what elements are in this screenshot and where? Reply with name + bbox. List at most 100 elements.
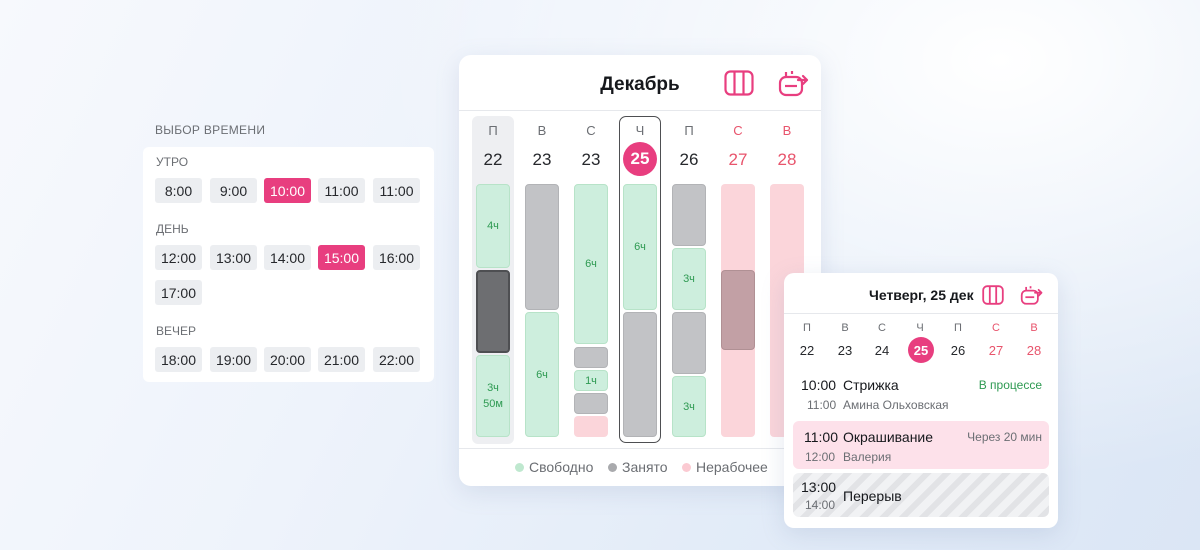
today-day-number[interactable]: 25 bbox=[908, 337, 934, 363]
weekday-label: С bbox=[586, 123, 596, 138]
time-slot[interactable]: 20:00 bbox=[264, 347, 311, 372]
day-number[interactable]: 23 bbox=[532, 150, 552, 169]
free-block[interactable]: 6ч bbox=[623, 184, 657, 310]
busy-block[interactable] bbox=[672, 184, 706, 246]
weekday-label-weekend: С bbox=[992, 322, 1000, 334]
non-working-block bbox=[574, 416, 608, 437]
time-picker-title: ВЫБОР ВРЕМЕНИ bbox=[155, 123, 266, 137]
day-number[interactable]: 23 bbox=[581, 150, 601, 169]
time-slot[interactable]: 16:00 bbox=[373, 245, 420, 270]
event-start-time: 10:00 bbox=[801, 377, 837, 393]
event-start-time: 11:00 bbox=[804, 429, 838, 445]
free-block[interactable]: 6ч bbox=[525, 312, 559, 437]
weekday-label: П bbox=[684, 123, 694, 138]
day-number[interactable]: 26 bbox=[950, 343, 966, 358]
event-client: Амина Ольховская bbox=[843, 398, 949, 412]
time-slot-selected[interactable]: 10:00 bbox=[264, 178, 311, 203]
break-item[interactable]: 13:00 14:00 Перерыв bbox=[793, 473, 1049, 517]
busy-block[interactable] bbox=[574, 347, 608, 368]
divider bbox=[784, 313, 1058, 314]
time-slot[interactable]: 9:00 bbox=[210, 178, 257, 203]
divider bbox=[459, 110, 821, 111]
day-schedule-card: Четверг, 25 дек П В С Ч П С В 22 23 24 2… bbox=[784, 273, 1058, 528]
weekday-label-weekend: С bbox=[733, 123, 743, 138]
weekday-label-weekend: В bbox=[1030, 322, 1038, 334]
event-end-time: 11:00 bbox=[807, 398, 837, 412]
time-slot[interactable]: 13:00 bbox=[210, 245, 257, 270]
legend-busy-label: Занято bbox=[622, 459, 668, 475]
weekday-label: В bbox=[841, 322, 849, 334]
legend-free: Свободно bbox=[515, 459, 593, 475]
weekday-label: Ч bbox=[635, 123, 645, 138]
busy-block[interactable] bbox=[672, 312, 706, 374]
today-day-number[interactable]: 25 bbox=[623, 142, 657, 176]
weekday-label: В bbox=[537, 123, 547, 138]
today-column[interactable] bbox=[619, 116, 661, 443]
free-block[interactable]: 6ч bbox=[574, 184, 608, 344]
section-evening-label: ВЕЧЕР bbox=[156, 324, 197, 338]
event-title: Стрижка bbox=[843, 377, 899, 393]
busy-block[interactable] bbox=[574, 393, 608, 414]
status-badge: Через 20 мин bbox=[967, 430, 1042, 444]
divider bbox=[459, 448, 821, 449]
free-block[interactable]: 3ч 50м bbox=[476, 355, 510, 437]
columns-view-icon[interactable] bbox=[981, 284, 1005, 306]
day-number-weekend[interactable]: 28 bbox=[1026, 343, 1042, 358]
day-number[interactable]: 26 bbox=[679, 150, 699, 169]
selected-busy-block[interactable] bbox=[476, 270, 510, 353]
time-slot[interactable]: 8:00 bbox=[155, 178, 202, 203]
calendar-export-icon[interactable] bbox=[777, 67, 811, 99]
block-label: 50м bbox=[483, 398, 503, 410]
day-number[interactable]: 24 bbox=[874, 343, 890, 358]
time-slot[interactable]: 14:00 bbox=[264, 245, 311, 270]
busy-block[interactable] bbox=[721, 270, 755, 350]
time-slot[interactable]: 12:00 bbox=[155, 245, 202, 270]
appointment-item[interactable]: 11:00 12:00 Окрашивание Валерия Через 20… bbox=[793, 421, 1049, 469]
day-number[interactable]: 22 bbox=[799, 343, 815, 358]
event-title: Перерыв bbox=[843, 488, 902, 504]
time-slot[interactable]: 18:00 bbox=[155, 347, 202, 372]
free-block[interactable]: 3ч bbox=[672, 376, 706, 437]
weekday-label: П bbox=[954, 322, 962, 334]
legend-off-label: Нерабочее bbox=[696, 459, 768, 475]
time-slot[interactable]: 21:00 bbox=[318, 347, 365, 372]
event-end-time: 14:00 bbox=[805, 498, 836, 512]
busy-block[interactable] bbox=[525, 184, 559, 310]
event-title: Окрашивание bbox=[843, 429, 934, 445]
event-client: Валерия bbox=[843, 450, 892, 464]
section-day-label: ДЕНЬ bbox=[156, 222, 189, 236]
legend-busy: Занято bbox=[608, 459, 668, 475]
busy-block[interactable] bbox=[623, 312, 657, 437]
weekday-label: П bbox=[488, 123, 498, 138]
day-title: Четверг, 25 дек bbox=[869, 287, 974, 303]
day-number-weekend[interactable]: 27 bbox=[988, 343, 1004, 358]
weekday-label-weekend: В bbox=[782, 123, 792, 138]
day-number[interactable]: 23 bbox=[837, 343, 853, 358]
appointment-item[interactable]: 10:00 11:00 Стрижка Амина Ольховская В п… bbox=[793, 370, 1049, 416]
weekday-label: П bbox=[803, 322, 811, 334]
time-slot[interactable]: 22:00 bbox=[373, 347, 420, 372]
section-morning-label: УТРО bbox=[156, 155, 189, 169]
time-slot[interactable]: 11:00 bbox=[373, 178, 420, 203]
day-number-weekend[interactable]: 27 bbox=[728, 150, 748, 169]
calendar-export-icon[interactable] bbox=[1019, 283, 1045, 307]
time-slot[interactable]: 19:00 bbox=[210, 347, 257, 372]
day-number-weekend[interactable]: 28 bbox=[777, 150, 797, 169]
event-end-time: 12:00 bbox=[805, 450, 836, 464]
event-start-time: 13:00 bbox=[801, 479, 837, 495]
free-block[interactable]: 1ч bbox=[574, 370, 608, 391]
month-schedule-card: Декабрь П В С Ч П С В 22 23 23 25 26 27 … bbox=[459, 55, 821, 486]
time-slot-selected[interactable]: 15:00 bbox=[318, 245, 365, 270]
time-slot[interactable]: 17:00 bbox=[155, 280, 202, 305]
time-slot[interactable]: 11:00 bbox=[318, 178, 365, 203]
status-badge: В процессе bbox=[978, 378, 1042, 392]
columns-view-icon[interactable] bbox=[723, 69, 755, 97]
day-number[interactable]: 22 bbox=[483, 150, 503, 169]
weekday-label: С bbox=[878, 322, 886, 334]
weekday-label: Ч bbox=[916, 322, 924, 334]
month-title: Декабрь bbox=[600, 74, 680, 95]
legend-free-label: Свободно bbox=[529, 459, 594, 475]
free-block[interactable]: 3ч bbox=[672, 248, 706, 310]
free-block[interactable]: 4ч bbox=[476, 184, 510, 268]
block-label: 3ч bbox=[487, 382, 499, 394]
